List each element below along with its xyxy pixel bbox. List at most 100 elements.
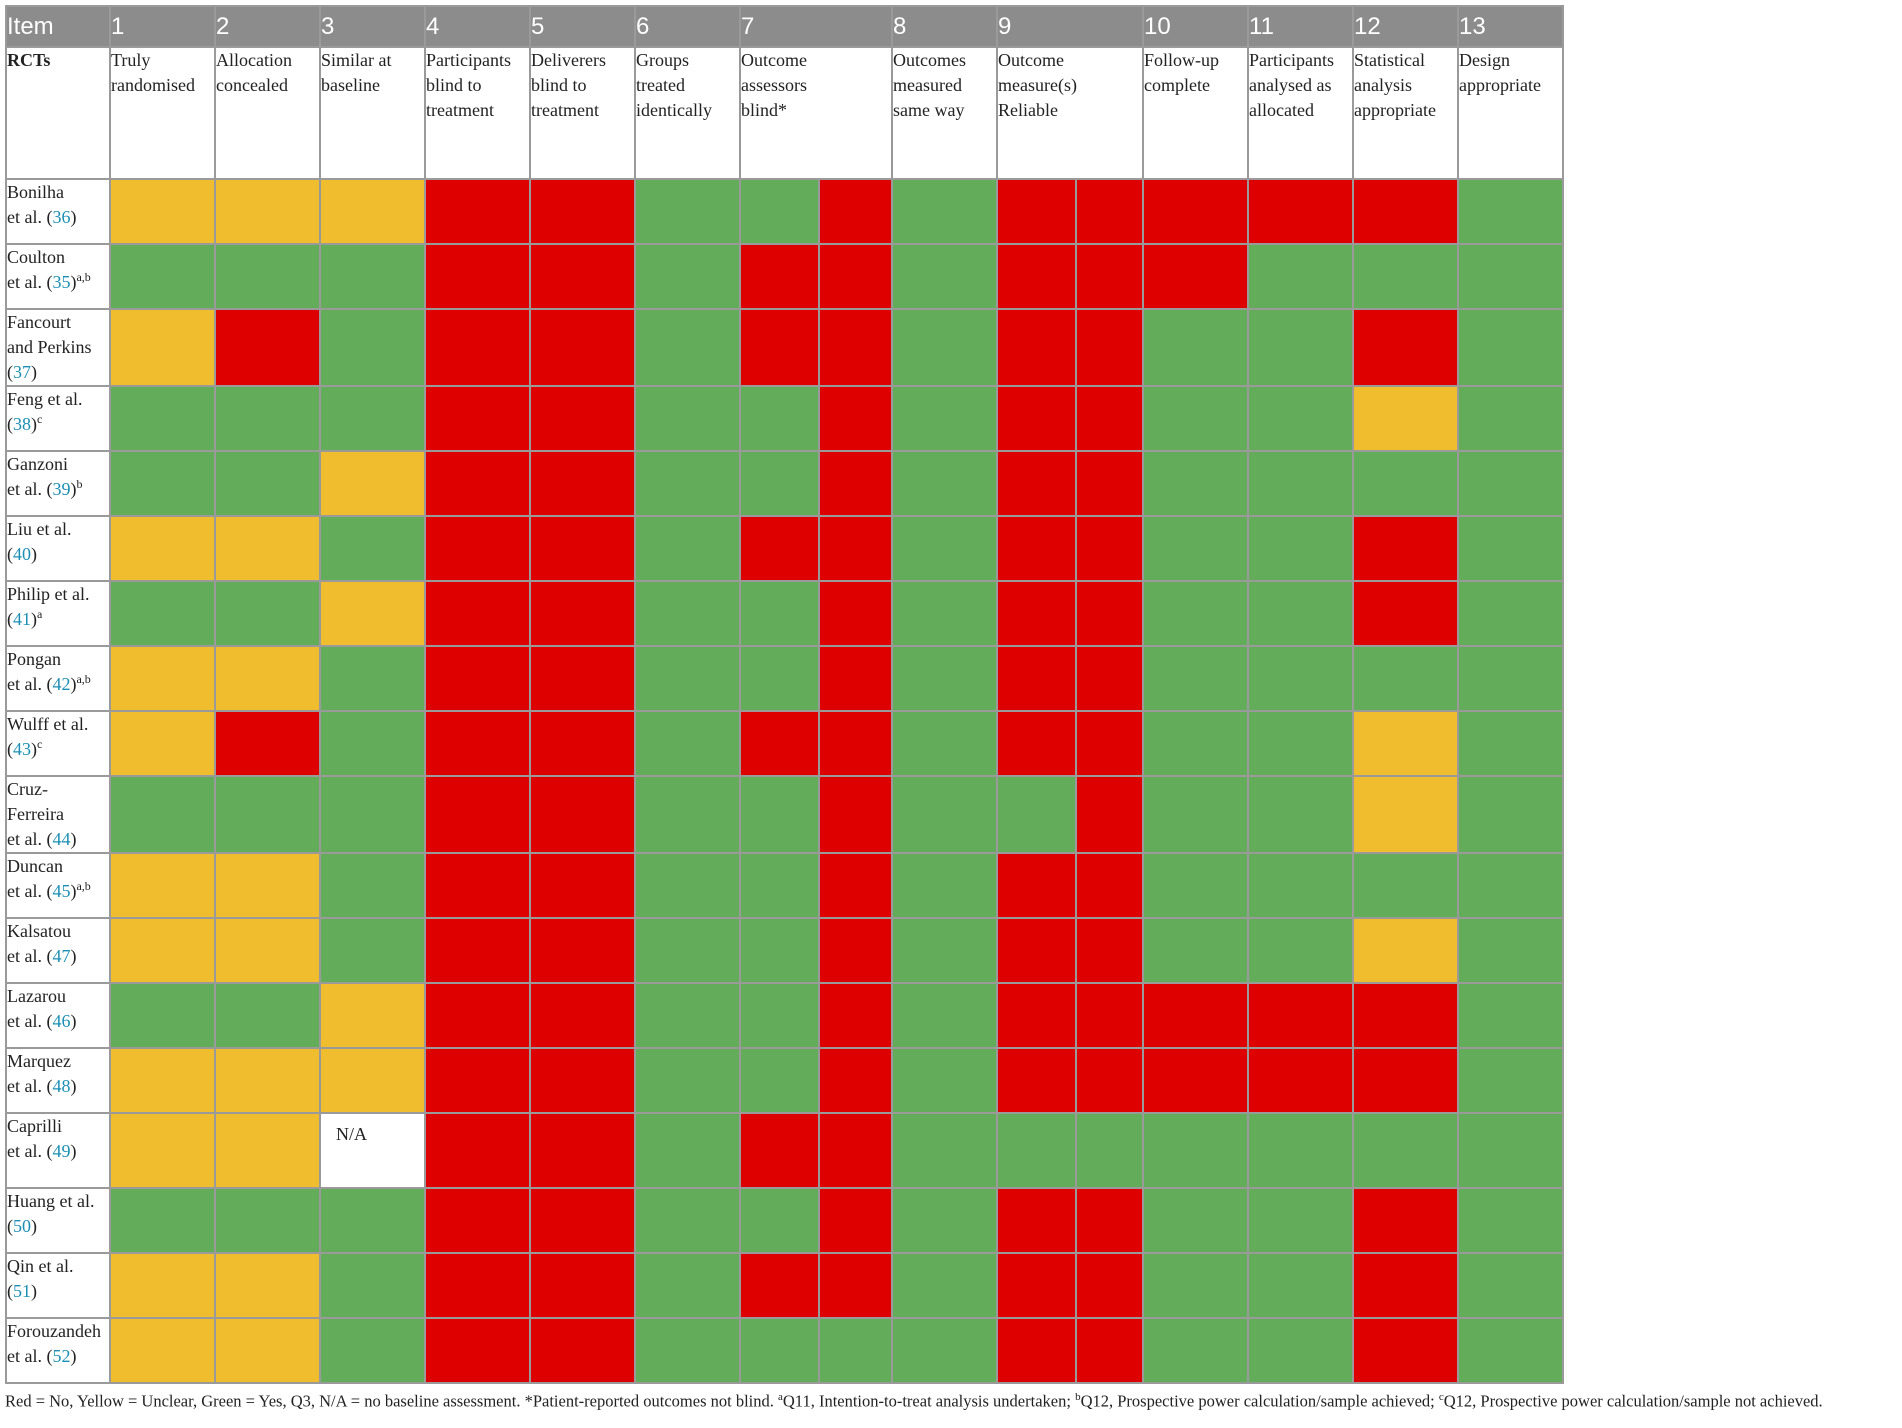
rating-cell — [1142, 515, 1249, 582]
rating-cell — [109, 580, 216, 647]
rating-cell — [1457, 1112, 1564, 1189]
rating-cell — [529, 982, 636, 1049]
reference-link[interactable]: 38 — [13, 414, 31, 434]
reference-link[interactable]: 46 — [52, 1011, 71, 1031]
criterion-label-line: measure(s) — [998, 75, 1077, 95]
rating-cell — [1352, 1187, 1459, 1254]
item-number-10: 10 — [1142, 5, 1249, 48]
rating-cell — [214, 1317, 321, 1384]
reference-link[interactable]: 42 — [52, 674, 71, 694]
reference-close: ) — [70, 674, 77, 694]
rating-cell — [1142, 645, 1249, 712]
reference-link[interactable]: 50 — [13, 1216, 31, 1236]
item-number-7: 7 — [739, 5, 893, 48]
rating-cell — [818, 450, 893, 517]
rating-cell — [1457, 1317, 1564, 1384]
rating-cell — [634, 982, 741, 1049]
table-row: Cruz- Ferreira et al. (44) — [5, 775, 1564, 854]
study-rows: Bonilha et al. (36) Coulton et al. (35)a,b F… — [5, 178, 1564, 1384]
rating-cell — [1142, 1317, 1249, 1384]
rating-cell — [214, 645, 321, 712]
reference-link[interactable]: 44 — [52, 829, 71, 849]
rating-cell — [1352, 917, 1459, 984]
reference-close: ) — [70, 1141, 77, 1161]
reference-close: ) — [70, 479, 77, 499]
study-name-line: Kalsatou — [7, 921, 71, 941]
study-name-line: Coulton — [7, 247, 66, 267]
rating-cell — [739, 580, 820, 647]
rating-cell — [214, 580, 321, 647]
rating-cell — [1142, 1112, 1249, 1189]
footnote-sup-c: c — [1438, 1391, 1444, 1403]
rating-cell — [891, 917, 998, 984]
rating-cell — [424, 308, 531, 387]
reference-close: ) — [31, 362, 37, 382]
reference-link[interactable]: 52 — [52, 1346, 71, 1366]
rating-cell — [1247, 775, 1354, 854]
rating-cell — [529, 1187, 636, 1254]
reference-link[interactable]: 39 — [52, 479, 71, 499]
item-number-4: 4 — [424, 5, 531, 48]
rating-cell — [109, 1112, 216, 1189]
criterion-label-line: treatment — [426, 100, 494, 120]
criterion-label-line: randomised — [111, 75, 195, 95]
criterion-label-4: Participants blind to treatment — [424, 46, 531, 180]
criterion-label-line: analysis — [1354, 75, 1412, 95]
rating-cell — [1352, 515, 1459, 582]
reference-link[interactable]: 36 — [52, 207, 71, 227]
rating-cell — [319, 917, 426, 984]
table-row: Marquez et al. (48) — [5, 1047, 1564, 1114]
rating-cell — [891, 308, 998, 387]
reference-link[interactable]: 41 — [13, 609, 31, 629]
reference-link[interactable]: 51 — [13, 1281, 31, 1301]
rating-cell — [319, 710, 426, 777]
reference-link[interactable]: 47 — [52, 946, 71, 966]
rating-cell — [1247, 1252, 1354, 1319]
rating-cell — [739, 775, 820, 854]
reference-close: ) — [70, 946, 77, 966]
reference-link[interactable]: 35 — [52, 272, 71, 292]
rating-cell — [634, 710, 741, 777]
reference-link[interactable]: 43 — [13, 739, 31, 759]
table-row: Bonilha et al. (36) — [5, 178, 1564, 245]
rating-cell — [319, 982, 426, 1049]
rating-cell — [1457, 178, 1564, 245]
reference-close: ) — [70, 1076, 77, 1096]
table-row: Caprilli et al. (49) N/A — [5, 1112, 1564, 1189]
table-row: Forouzandeh et al. (52) — [5, 1317, 1564, 1384]
item-number-3: 3 — [319, 5, 426, 48]
rating-cell — [1075, 710, 1144, 777]
rating-cell — [1075, 580, 1144, 647]
reference-link[interactable]: 48 — [52, 1076, 71, 1096]
rating-cell — [634, 1112, 741, 1189]
table-row: Duncan et al. (45)a,b — [5, 852, 1564, 919]
rating-cell — [739, 917, 820, 984]
study-name: Marquez et al. (48) — [5, 1047, 111, 1114]
footnote-part-4: Q12, Prospective power calculation/sampl… — [1443, 1391, 1823, 1411]
reference-link[interactable]: 49 — [52, 1141, 71, 1161]
reference-link[interactable]: 40 — [13, 544, 31, 564]
rating-cell — [109, 710, 216, 777]
rating-cell — [1247, 1187, 1354, 1254]
rating-cell — [1075, 308, 1144, 387]
rating-cell — [634, 580, 741, 647]
study-name-line: ( — [7, 362, 13, 382]
item-number-8: 8 — [891, 5, 998, 48]
reference-close: ) — [70, 272, 77, 292]
rating-cell — [424, 710, 531, 777]
rating-cell — [891, 580, 998, 647]
rating-cell — [1352, 710, 1459, 777]
study-name: Liu et al. (40) — [5, 515, 111, 582]
study-name-line: Caprilli — [7, 1116, 62, 1136]
table-row: Qin et al. (51) — [5, 1252, 1564, 1319]
rating-cell — [529, 178, 636, 245]
rating-cell — [634, 852, 741, 919]
rating-cell — [891, 1112, 998, 1189]
reference-link[interactable]: 45 — [52, 881, 71, 901]
rating-cell — [1352, 450, 1459, 517]
reference-link[interactable]: 37 — [13, 362, 31, 382]
rating-cell — [996, 308, 1077, 387]
rating-cell — [529, 775, 636, 854]
rating-cell — [818, 385, 893, 452]
rating-cell — [739, 645, 820, 712]
